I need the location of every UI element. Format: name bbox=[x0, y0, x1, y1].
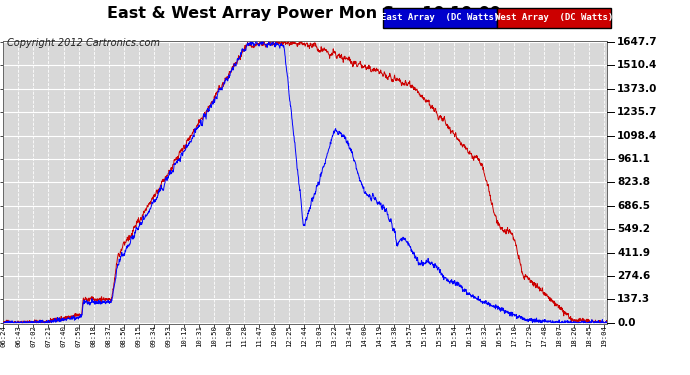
Text: 13:03: 13:03 bbox=[316, 326, 322, 347]
Text: 14:38: 14:38 bbox=[391, 326, 397, 347]
Text: 0.0: 0.0 bbox=[617, 318, 635, 328]
Text: 18:26: 18:26 bbox=[571, 326, 577, 347]
Text: 19:04: 19:04 bbox=[601, 326, 607, 347]
Text: 08:56: 08:56 bbox=[121, 326, 126, 347]
Text: 07:21: 07:21 bbox=[46, 326, 52, 347]
Text: 07:59: 07:59 bbox=[75, 326, 81, 347]
Text: 15:35: 15:35 bbox=[436, 326, 442, 347]
Text: 1098.4: 1098.4 bbox=[617, 130, 658, 141]
Text: 07:40: 07:40 bbox=[61, 326, 66, 347]
Text: West Array  (DC Watts): West Array (DC Watts) bbox=[495, 13, 613, 22]
Text: 961.1: 961.1 bbox=[617, 154, 650, 164]
Text: 09:34: 09:34 bbox=[150, 326, 157, 347]
Text: 08:37: 08:37 bbox=[106, 326, 112, 347]
Text: 411.9: 411.9 bbox=[617, 248, 650, 258]
Text: 274.6: 274.6 bbox=[617, 271, 651, 281]
Text: 137.3: 137.3 bbox=[617, 294, 650, 304]
Text: East & West Array Power Mon Sep 10 19:09: East & West Array Power Mon Sep 10 19:09 bbox=[106, 6, 501, 21]
Text: 17:48: 17:48 bbox=[541, 326, 547, 347]
Text: 08:18: 08:18 bbox=[90, 326, 97, 347]
Text: 13:41: 13:41 bbox=[346, 326, 352, 347]
Text: 07:02: 07:02 bbox=[30, 326, 37, 347]
Text: 12:25: 12:25 bbox=[286, 326, 292, 347]
Text: 10:12: 10:12 bbox=[181, 326, 186, 347]
Text: 06:43: 06:43 bbox=[15, 326, 21, 347]
Text: 16:51: 16:51 bbox=[496, 326, 502, 347]
Text: 549.2: 549.2 bbox=[617, 224, 650, 234]
Text: 06:24: 06:24 bbox=[1, 326, 6, 347]
Text: 686.5: 686.5 bbox=[617, 201, 650, 211]
Text: 14:57: 14:57 bbox=[406, 326, 412, 347]
Text: 17:29: 17:29 bbox=[526, 326, 532, 347]
Text: 11:09: 11:09 bbox=[226, 326, 232, 347]
Text: 17:10: 17:10 bbox=[511, 326, 517, 347]
Text: 09:53: 09:53 bbox=[166, 326, 172, 347]
Text: 10:50: 10:50 bbox=[210, 326, 217, 347]
Text: 16:32: 16:32 bbox=[481, 326, 487, 347]
Text: 1510.4: 1510.4 bbox=[617, 60, 658, 70]
Text: 11:28: 11:28 bbox=[241, 326, 247, 347]
Text: 1373.0: 1373.0 bbox=[617, 84, 658, 94]
Text: 18:07: 18:07 bbox=[556, 326, 562, 347]
Text: 1235.7: 1235.7 bbox=[617, 107, 658, 117]
Text: 12:44: 12:44 bbox=[301, 326, 307, 347]
Text: 13:22: 13:22 bbox=[331, 326, 337, 347]
Text: 18:45: 18:45 bbox=[586, 326, 592, 347]
Text: East Array  (DC Watts): East Array (DC Watts) bbox=[381, 13, 499, 22]
Text: 14:00: 14:00 bbox=[361, 326, 367, 347]
Text: 14:19: 14:19 bbox=[376, 326, 382, 347]
Text: 10:31: 10:31 bbox=[196, 326, 201, 347]
Text: 15:54: 15:54 bbox=[451, 326, 457, 347]
Text: 16:13: 16:13 bbox=[466, 326, 472, 347]
Text: 12:06: 12:06 bbox=[270, 326, 277, 347]
Text: 09:15: 09:15 bbox=[135, 326, 141, 347]
Text: 823.8: 823.8 bbox=[617, 177, 650, 188]
Text: 15:16: 15:16 bbox=[421, 326, 427, 347]
Text: Copyright 2012 Cartronics.com: Copyright 2012 Cartronics.com bbox=[7, 38, 160, 48]
Text: 1647.7: 1647.7 bbox=[617, 37, 658, 47]
Text: 11:47: 11:47 bbox=[256, 326, 262, 347]
